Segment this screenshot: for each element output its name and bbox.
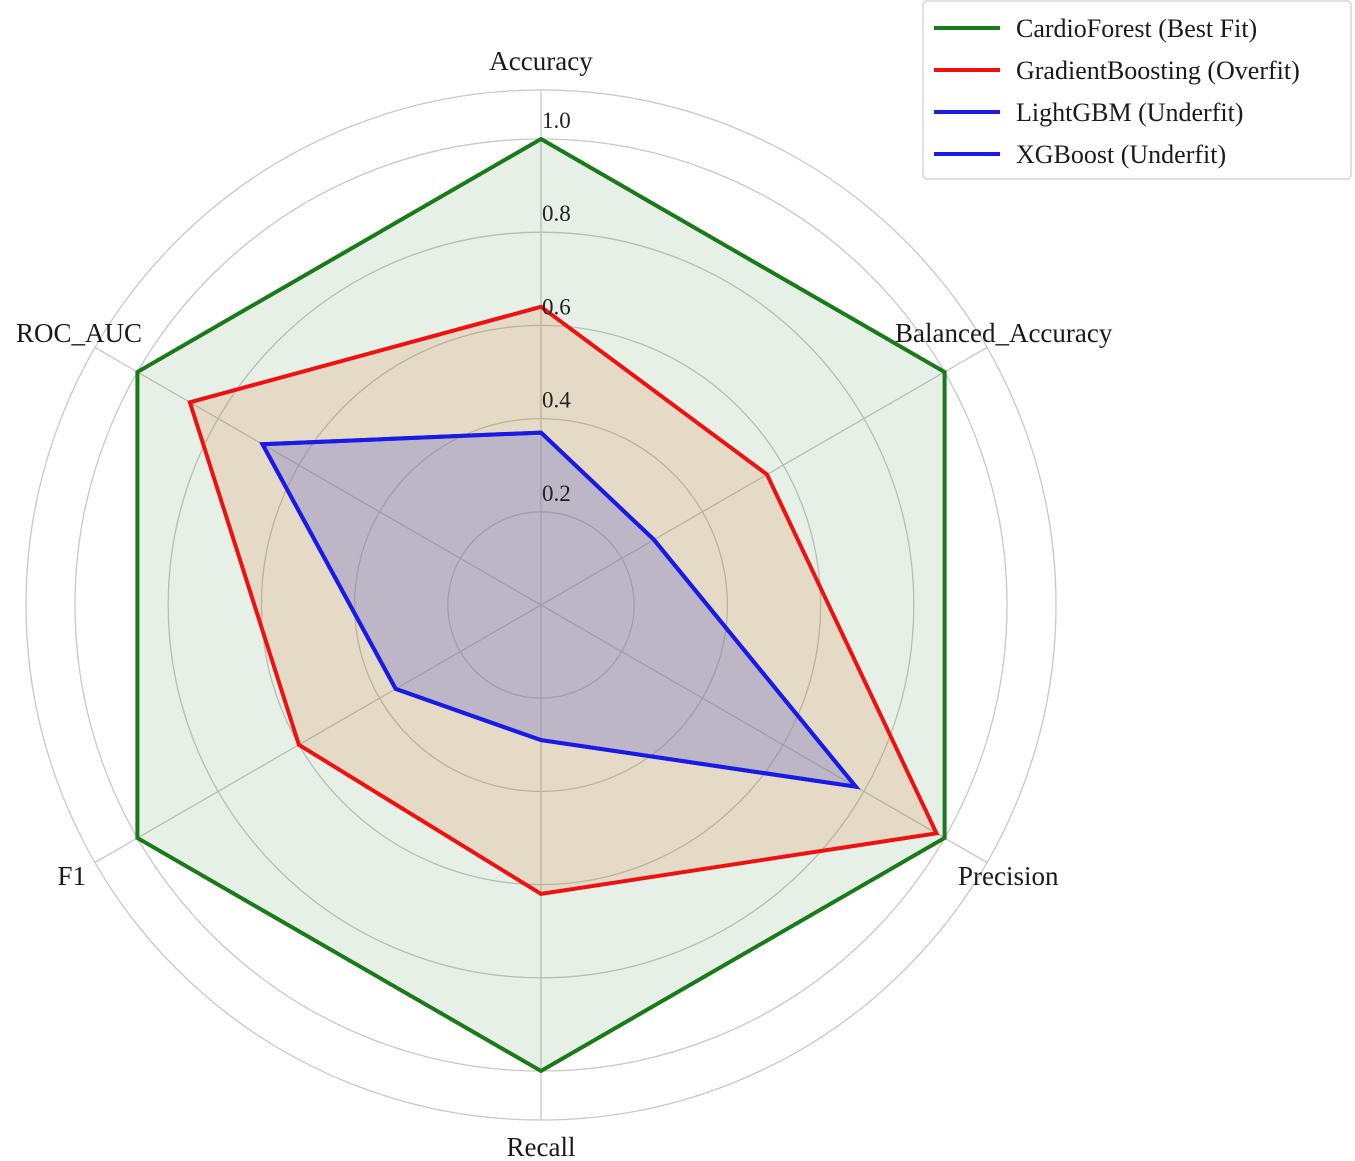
radial-tick-label: 0.6 — [542, 294, 571, 319]
radar-grid — [25, 89, 1057, 1121]
legend: CardioForest (Best Fit) GradientBoosting … — [922, 0, 1352, 180]
grid-spoke — [94, 604, 542, 864]
radial-tick-label: 0.4 — [542, 388, 571, 413]
axis-label-accuracy: Accuracy — [489, 46, 593, 76]
grid-spoke — [94, 346, 542, 606]
radial-tick-label: 0.8 — [542, 201, 571, 226]
axis-labels: Accuracy Balanced_Accuracy Precision Recall… — [16, 46, 1113, 1161]
series-cardioforest — [135, 136, 947, 1074]
series-xgboost — [259, 430, 861, 790]
radial-tick-labels: 0.2 0.4 0.6 0.8 1.0 — [542, 108, 571, 506]
axis-label-roc-auc: ROC_AUC — [16, 318, 142, 348]
legend-entry: XGBoost (Underfit) — [1016, 140, 1226, 169]
axis-label-recall: Recall — [507, 1132, 576, 1161]
radial-tick-label: 0.2 — [542, 481, 571, 506]
legend-frame — [922, 0, 1352, 180]
series-gradientboosting — [187, 304, 940, 896]
radar-series — [135, 136, 947, 1074]
radial-tick-label: 1.0 — [542, 108, 571, 133]
legend-entry: LightGBM (Underfit) — [1016, 98, 1243, 127]
legend-entry: CardioForest (Best Fit) — [1016, 14, 1257, 43]
axis-label-f1: F1 — [57, 861, 86, 891]
legend-entry: GradientBoosting (Overfit) — [1016, 56, 1300, 85]
axis-label-precision: Precision — [958, 861, 1059, 891]
grid-spoke — [540, 346, 988, 606]
axis-label-balanced-accuracy: Balanced_Accuracy — [895, 318, 1113, 348]
grid-spoke — [540, 604, 988, 864]
